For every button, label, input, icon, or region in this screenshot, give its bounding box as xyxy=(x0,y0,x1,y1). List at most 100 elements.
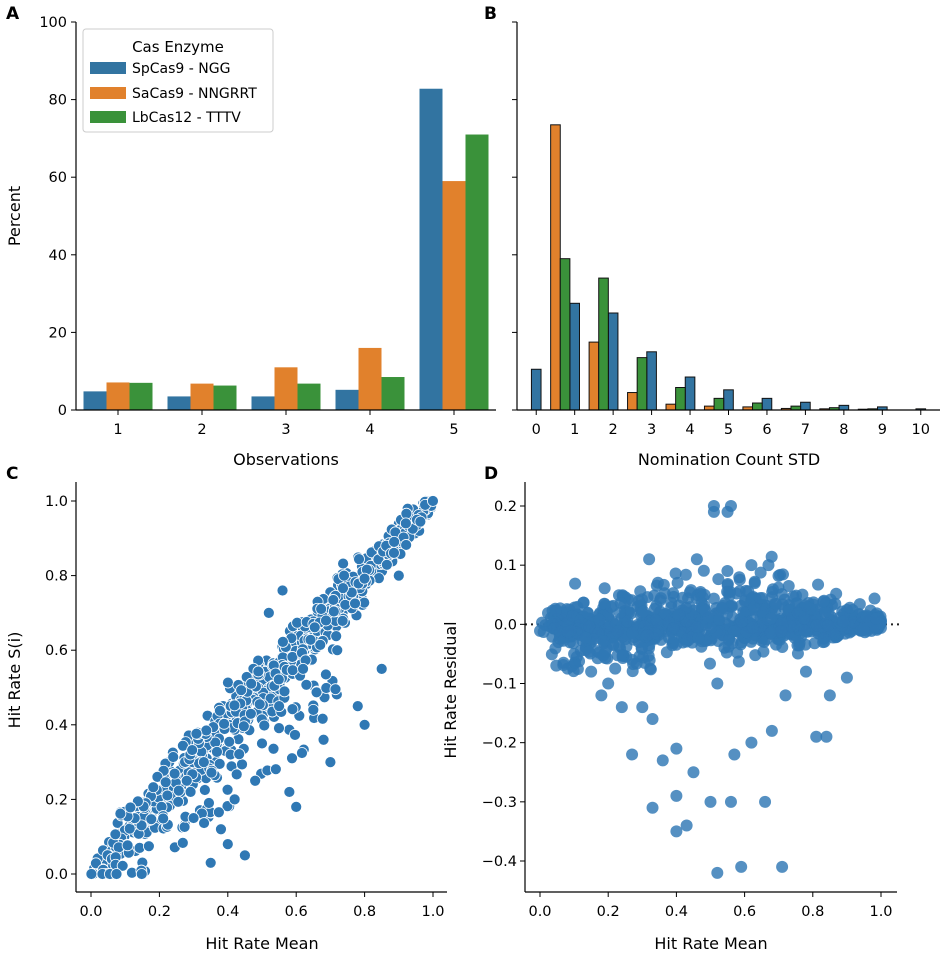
d-point xyxy=(828,628,841,641)
c-point xyxy=(337,557,350,570)
d-point xyxy=(616,649,629,662)
a-bar-spcas9-2 xyxy=(167,396,191,410)
a-x-tick-label: 4 xyxy=(365,422,374,438)
b-bar-lbcas12 xyxy=(598,277,609,411)
d-point xyxy=(711,677,724,690)
d-x-axis-label: Hit Rate Mean xyxy=(654,934,767,953)
c-point xyxy=(317,733,330,746)
c-y-tick-label: 0.4 xyxy=(45,718,68,734)
b-bar-sacas9 xyxy=(665,403,677,411)
d-point xyxy=(769,597,782,610)
d-point xyxy=(598,582,611,595)
legend-swatch-spcas9 xyxy=(90,62,126,74)
d-x-tick-label: 0.4 xyxy=(665,904,688,920)
a-y-tick-label: 20 xyxy=(49,325,67,341)
legend-swatch-lbcas12 xyxy=(90,111,126,123)
c-point xyxy=(230,768,243,781)
d-point xyxy=(737,606,750,619)
c-point xyxy=(331,644,344,657)
d-y-tick-label: −0.4 xyxy=(482,854,517,870)
a-y-axis-label: Percent xyxy=(5,186,24,246)
c-point xyxy=(244,707,257,720)
c-x-tick-label: 0.0 xyxy=(79,904,102,920)
d-point xyxy=(687,766,700,779)
c-point xyxy=(327,594,340,606)
d-point xyxy=(782,579,795,592)
d-point xyxy=(733,573,746,586)
d-point xyxy=(595,689,608,702)
c-point xyxy=(358,572,371,585)
d-point xyxy=(646,713,659,725)
d-y-tick-label: 0.2 xyxy=(494,499,517,515)
d-point xyxy=(776,860,789,873)
panel-label-a: A xyxy=(6,4,20,24)
d-point xyxy=(582,645,595,658)
c-point xyxy=(310,686,323,699)
d-point xyxy=(707,505,720,518)
d-point xyxy=(707,592,720,605)
d-point xyxy=(660,646,673,659)
d-point xyxy=(651,615,664,628)
c-point xyxy=(316,712,329,725)
d-point xyxy=(593,613,606,626)
d-point xyxy=(779,689,792,702)
a-y-tick-label: 60 xyxy=(49,170,67,186)
b-bar-spcas9 xyxy=(761,397,773,411)
c-point xyxy=(380,558,393,571)
d-point xyxy=(581,607,594,620)
d-point xyxy=(680,819,693,832)
a-legend: Cas Enzyme SpCas9 - NGG SaCas9 - NNGRRT … xyxy=(82,28,274,133)
b-x-tick-label: 4 xyxy=(685,422,694,438)
c-y-tick-label: 0.6 xyxy=(45,643,68,659)
b-x-tick-label: 3 xyxy=(647,422,656,438)
c-point xyxy=(400,539,413,551)
d-point xyxy=(585,665,598,678)
b-x-tick-label: 1 xyxy=(570,422,579,438)
c-point xyxy=(116,859,129,872)
d-point xyxy=(745,559,758,572)
d-point xyxy=(810,730,823,743)
c-point xyxy=(235,684,248,697)
b-bar-lbcas12 xyxy=(559,258,571,411)
c-point xyxy=(289,729,301,741)
d-point xyxy=(537,625,550,638)
a-y-tick-label: 100 xyxy=(39,15,67,31)
c-point xyxy=(392,569,405,582)
a-bar-lbcas12-2 xyxy=(213,385,237,410)
d-point xyxy=(658,587,671,600)
d-point xyxy=(810,619,823,632)
c-point xyxy=(249,774,262,787)
a-bar-lbcas12-4 xyxy=(381,377,405,410)
d-point xyxy=(753,592,766,605)
a-x-tick-label: 5 xyxy=(449,422,458,438)
c-point xyxy=(159,776,172,789)
d-point xyxy=(667,622,680,635)
c-point xyxy=(273,700,286,713)
c-point xyxy=(212,806,225,819)
c-point xyxy=(197,756,210,768)
c-point xyxy=(375,662,388,675)
d-point xyxy=(843,601,856,614)
d-point xyxy=(764,627,777,640)
c-point xyxy=(320,614,332,627)
d-point xyxy=(621,615,634,628)
d-point xyxy=(762,559,775,572)
c-point xyxy=(167,751,180,763)
d-point xyxy=(791,647,804,660)
b-bar-spcas9 xyxy=(684,376,696,411)
a-bar-spcas9-5 xyxy=(419,88,443,411)
d-point xyxy=(579,631,592,644)
d-point xyxy=(728,748,741,761)
c-point xyxy=(278,685,291,698)
c-point xyxy=(123,822,136,835)
panel-b-chart: 0 1 2 3 4 5 6 7 8 9 10 Nomination Count STD xyxy=(512,21,940,469)
d-point xyxy=(597,649,610,662)
c-point xyxy=(351,700,364,713)
a-bar-spcas9-3 xyxy=(251,396,275,410)
c-point xyxy=(135,868,148,880)
d-point xyxy=(662,631,675,644)
d-point xyxy=(735,860,748,873)
d-point xyxy=(765,612,778,625)
panel-a-chart: 1 2 3 4 5 0 20 40 60 80 100 Observations Percent C… xyxy=(5,15,496,469)
c-point xyxy=(236,758,248,771)
